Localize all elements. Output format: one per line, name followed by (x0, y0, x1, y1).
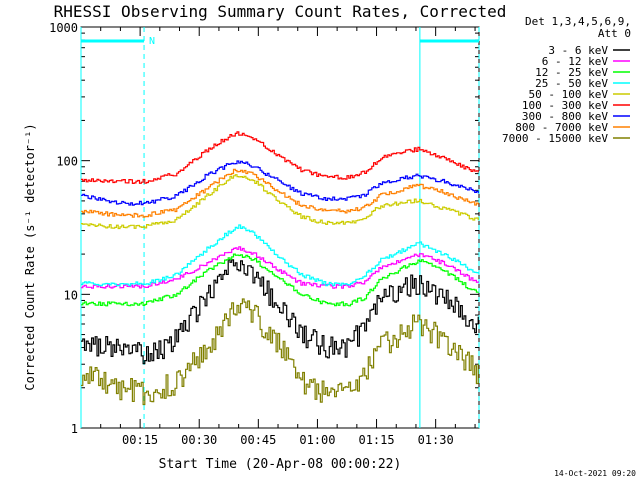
y-tick-label: 100 (56, 155, 78, 169)
legend-label: 50 - 100 keV (529, 88, 609, 101)
series-line (81, 160, 479, 206)
x-tick-label: 01:15 (358, 433, 394, 447)
y-tick-label: 1000 (49, 21, 78, 35)
x-tick-label: 00:45 (240, 433, 276, 447)
series-line (81, 259, 479, 365)
legend-label: 300 - 800 keV (522, 110, 608, 123)
series-line (81, 246, 479, 289)
series-line (81, 224, 479, 287)
x-axis-label: Start Time (20-Apr-08 00:00:22) (159, 457, 402, 472)
x-tick-label: 01:30 (418, 433, 454, 447)
series-line (81, 168, 479, 218)
legend-label: 7000 - 15000 keV (502, 132, 608, 145)
legend-label: 6 - 12 keV (542, 55, 609, 68)
legend-label: 25 - 50 keV (535, 77, 608, 90)
legend-label: 12 - 25 keV (535, 66, 608, 79)
legend-label: 3 - 6 keV (548, 44, 608, 57)
y-tick-label: 1 (71, 422, 78, 436)
series-line (81, 298, 479, 406)
footer-date: 14-Oct-2021 09:20 (554, 469, 636, 478)
legend-header-line-1: Det 1,3,4,5,6,9, (525, 15, 631, 28)
legend-label: 100 - 300 keV (522, 99, 608, 112)
x-tick-label: 00:30 (181, 433, 217, 447)
marker-top-label: N (149, 36, 155, 47)
series-line (81, 174, 479, 230)
x-tick-label: 00:15 (122, 433, 158, 447)
series-line (81, 253, 479, 307)
chart-title: RHESSI Observing Summary Count Rates, Co… (54, 2, 507, 21)
x-tick-label: 01:00 (299, 433, 335, 447)
series-line (81, 131, 479, 184)
y-axis-label: Corrected Count Rate (s⁻¹ detector⁻¹) (23, 123, 37, 390)
legend-header-line-2: Att 0 (598, 27, 631, 40)
y-tick-label: 10 (64, 288, 78, 302)
legend-label: 800 - 7000 keV (515, 121, 608, 134)
